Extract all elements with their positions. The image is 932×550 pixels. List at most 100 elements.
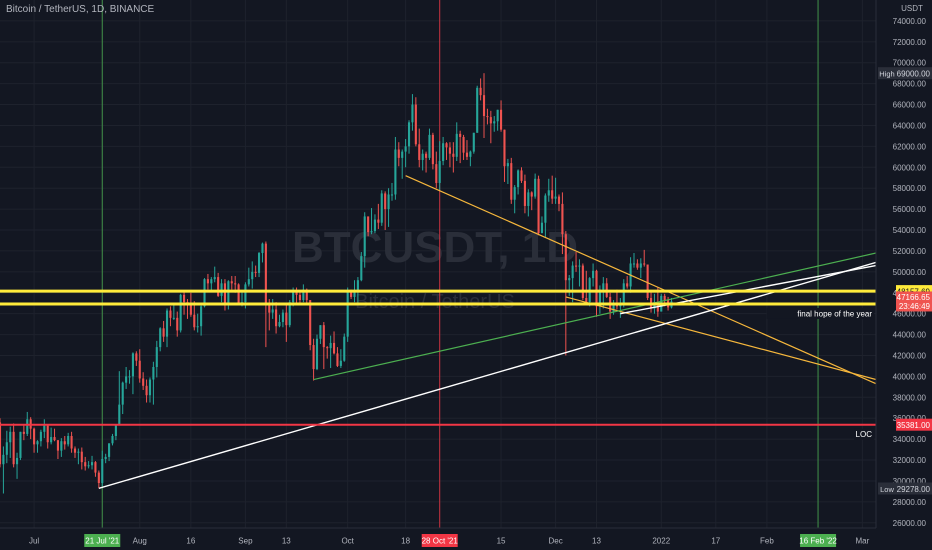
candle-body [482,95,486,117]
y-tick-label: 50000.00 [893,268,927,277]
y-tick-label: 44000.00 [893,331,927,340]
candle-body [206,279,209,284]
candle-body [568,278,571,281]
trendline [98,261,876,489]
candle-body [322,325,325,348]
candle-body [15,457,19,465]
x-tick-label: Jul [29,537,39,546]
candle-body [70,435,73,449]
candle-body [179,294,182,331]
y-tick-label: 66000.00 [893,101,927,110]
candle-body [39,431,42,442]
x-tick-label: Dec [548,537,562,546]
candle-body [343,336,346,361]
candles [0,73,673,494]
candle-body [128,376,131,378]
price-tag-value-bg [896,482,932,495]
y-tick-label: 34000.00 [893,435,927,444]
candle-body [162,328,165,337]
candle-body [230,281,233,284]
candle-body [598,289,601,307]
candle-body [493,121,496,124]
candle-body [125,376,128,383]
candle-body [639,263,642,268]
candle-body [108,443,111,457]
candle-body [459,133,462,137]
candle-body [53,437,56,441]
candle-body [636,263,639,268]
candle-body [438,161,441,183]
price-axis-bg [876,0,932,550]
y-tick-label: 62000.00 [893,142,927,151]
candle-body [377,219,380,223]
candle-body [176,317,179,331]
y-tick-label: 26000.00 [893,519,927,528]
candle-body [428,134,431,158]
y-tick-label: 70000.00 [893,59,927,68]
time-axis-highlight-bg [84,534,121,547]
price-tag-label: High [879,70,894,79]
candle-body [561,203,564,235]
candle-body [200,306,203,327]
candle-body [67,435,70,445]
candle-body [527,192,530,206]
candle-body [431,134,434,165]
candle-body [523,180,526,206]
candle-body [305,289,308,301]
time-axis-highlight-label: 28 Oct '21 [422,537,459,546]
price-tag-label-bg [878,482,896,495]
candle-body [394,149,397,195]
candle-body [401,151,404,158]
candle-body [592,270,595,279]
candle-body [425,153,428,158]
candle-body [319,325,322,339]
candle-body [77,451,80,453]
candle-body [500,109,503,130]
x-tick-label: Mar [855,537,869,546]
candle-body [380,193,383,223]
candle-body [159,328,162,348]
candle-body [183,294,186,303]
candle-body [435,164,438,183]
candle-body [12,431,15,465]
time-axis-highlight-bg [800,534,837,547]
candle-body [367,216,370,233]
candle-body [537,178,540,234]
candle-body [213,277,216,280]
candle-body [135,353,138,361]
y-tick-label: 56000.00 [893,205,927,214]
candle-body [87,465,90,467]
candle-body [227,281,230,305]
candle-body [118,404,121,425]
candle-body [121,382,124,405]
candle-body [73,448,77,453]
y-tick-label: 28000.00 [893,498,927,507]
current-price-value: 47166.65 [897,293,931,302]
candle-body [80,451,83,463]
current-price-countdown: 23:46:49 [899,302,931,311]
y-tick-label: 54000.00 [893,226,927,235]
candle-body [346,291,349,337]
x-tick-label: 13 [592,537,601,546]
candle-body [312,345,315,370]
candle-body [142,378,145,386]
candle-body [421,153,424,160]
candle-body [465,152,469,157]
watermark-name: Bitcoin / TetherUS [355,291,515,313]
candle-body [411,104,414,123]
candle-body [503,129,506,167]
candle-body [643,263,646,265]
candle-body [615,305,619,307]
candle-body [244,284,247,303]
candle-body [407,122,411,147]
y-tick-label: 74000.00 [893,17,927,26]
x-tick-label: 18 [401,537,410,546]
y-tick-label: 40000.00 [893,372,927,381]
candle-body [387,194,390,210]
candle-body [169,310,172,318]
candle-body [298,294,302,301]
candle-body [46,425,49,443]
candle-body [554,196,557,199]
candle-body [138,360,141,379]
